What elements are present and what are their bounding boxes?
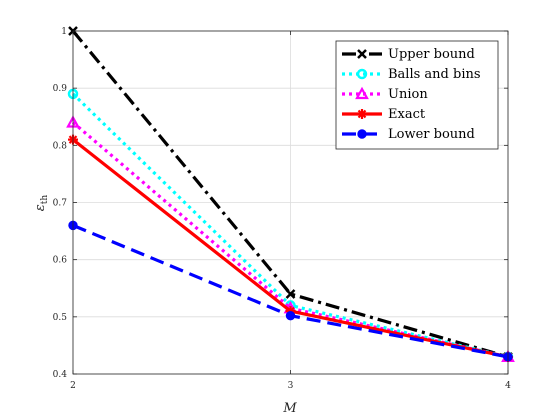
y-tick-label: 0.6 <box>53 256 68 266</box>
legend-label: Lower bound <box>388 127 475 142</box>
legend: Upper bound Balls and bins Union Exact Lower… <box>335 40 499 150</box>
svg-text:εth: εth <box>33 195 50 212</box>
y-tick-label: 0.9 <box>53 84 68 94</box>
legend-label: Exact <box>388 107 426 122</box>
legend-marker <box>357 49 367 59</box>
legend-item-exact: Exact <box>342 107 426 122</box>
x-axis-label: M <box>282 401 297 416</box>
data-point-lower-bound <box>285 310 296 321</box>
series-layer <box>66 26 515 363</box>
legend-item-lower-bound: Lower bound <box>342 127 475 142</box>
y-tick-label: 1 <box>61 27 67 37</box>
x-tick-label: 2 <box>70 381 76 391</box>
legend-marker <box>357 129 367 139</box>
legend-marker <box>356 68 368 80</box>
y-tick-label: 0.4 <box>53 370 68 380</box>
data-point-upper-bound <box>285 289 296 299</box>
legend-label: Balls and bins <box>388 67 481 82</box>
y-axis-label-sub: th <box>40 195 50 205</box>
y-tick-label: 0.8 <box>53 141 68 151</box>
legend-label: Union <box>388 87 428 102</box>
legend-marker <box>355 86 369 100</box>
x-tick-label: 3 <box>288 381 294 391</box>
x-tick-label: 4 <box>505 381 511 391</box>
legend-label: Upper bound <box>388 47 475 62</box>
series-line-upper-bound <box>71 29 509 359</box>
ticks: 2 3 4 0.4 0.5 0.6 0.7 0.8 0.9 1 <box>53 27 511 391</box>
y-axis-label-main: ε <box>33 204 48 211</box>
y-tick-label: 0.7 <box>53 199 68 209</box>
y-axis-label: εth <box>33 195 50 212</box>
legend-item-upper-bound: Upper bound <box>342 47 475 62</box>
legend-marker <box>357 109 367 119</box>
y-tick-label: 0.5 <box>53 313 68 323</box>
legend-item-balls-and-bins: Balls and bins <box>342 67 481 82</box>
legend-item-union: Union <box>342 86 428 102</box>
